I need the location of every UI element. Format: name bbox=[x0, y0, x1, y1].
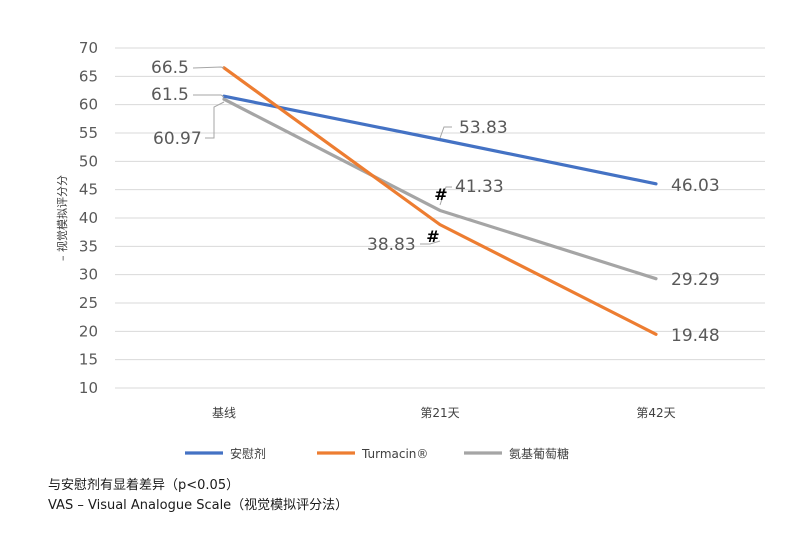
y-tick-label: 20 bbox=[79, 322, 98, 340]
leader-line bbox=[420, 240, 441, 245]
x-tick-label: 第21天 bbox=[420, 406, 459, 420]
data-label: 66.5 bbox=[151, 58, 189, 78]
y-tick-label: 30 bbox=[79, 266, 98, 284]
annotations: ## bbox=[426, 185, 447, 246]
y-axis-title: – 视觉模拟评分分 bbox=[55, 175, 69, 261]
series-line-0 bbox=[222, 94, 658, 186]
legend-label: 安慰剂 bbox=[230, 446, 266, 461]
data-label: 29.29 bbox=[671, 270, 720, 290]
y-tick-label: 25 bbox=[79, 294, 98, 312]
leader-line bbox=[439, 186, 452, 206]
x-tick-label: 第42天 bbox=[636, 406, 675, 420]
significance-marker: # bbox=[426, 227, 439, 246]
y-tick-label: 15 bbox=[79, 351, 98, 369]
data-label: 41.33 bbox=[455, 177, 504, 197]
data-label: 38.83 bbox=[367, 235, 416, 255]
gridlines bbox=[115, 47, 765, 389]
data-label: 60.97 bbox=[153, 129, 202, 149]
series-line-2 bbox=[222, 97, 658, 281]
y-tick-label: 45 bbox=[79, 181, 98, 199]
data-label: 46.03 bbox=[671, 176, 720, 196]
y-tick-label: 70 bbox=[79, 39, 98, 57]
legend-label: Turmacin® bbox=[361, 447, 428, 461]
y-tick-label: 40 bbox=[79, 209, 98, 227]
y-tick-label: 55 bbox=[79, 124, 98, 142]
leader-line bbox=[192, 66, 225, 69]
y-tick-label: 35 bbox=[79, 237, 98, 255]
data-label: 61.5 bbox=[151, 85, 189, 105]
footnote-vas: VAS – Visual Analogue Scale（视觉模拟评分法） bbox=[48, 498, 349, 513]
series-line-1 bbox=[222, 66, 658, 336]
data-label: 53.83 bbox=[459, 118, 508, 138]
legend-label: 氨基葡萄糖 bbox=[509, 446, 569, 461]
legend: 安慰剂 Turmacin® 氨基葡萄糖 bbox=[185, 446, 569, 461]
leader-line bbox=[193, 94, 225, 98]
leader-line bbox=[439, 126, 452, 139]
x-axis-ticks: 基线 第21天 第42天 bbox=[212, 406, 676, 420]
y-tick-label: 65 bbox=[79, 67, 98, 85]
data-labels: 61.5 53.83 46.03 66.5 38.83 19.48 60.97 41.33 29… bbox=[151, 58, 720, 346]
leader-line bbox=[205, 101, 225, 139]
significance-marker: # bbox=[434, 185, 447, 204]
y-tick-label: 10 bbox=[79, 379, 98, 397]
y-axis-ticks: 10 15 20 25 30 35 40 45 50 55 60 65 70 bbox=[79, 39, 98, 397]
x-tick-label: 基线 bbox=[212, 406, 236, 420]
y-tick-label: 60 bbox=[79, 96, 98, 114]
footnote-significance: 与安慰剂有显着差异（p<0.05） bbox=[48, 478, 240, 493]
data-label: 19.48 bbox=[671, 326, 720, 346]
series-lines bbox=[222, 66, 658, 336]
y-tick-label: 50 bbox=[79, 152, 98, 170]
